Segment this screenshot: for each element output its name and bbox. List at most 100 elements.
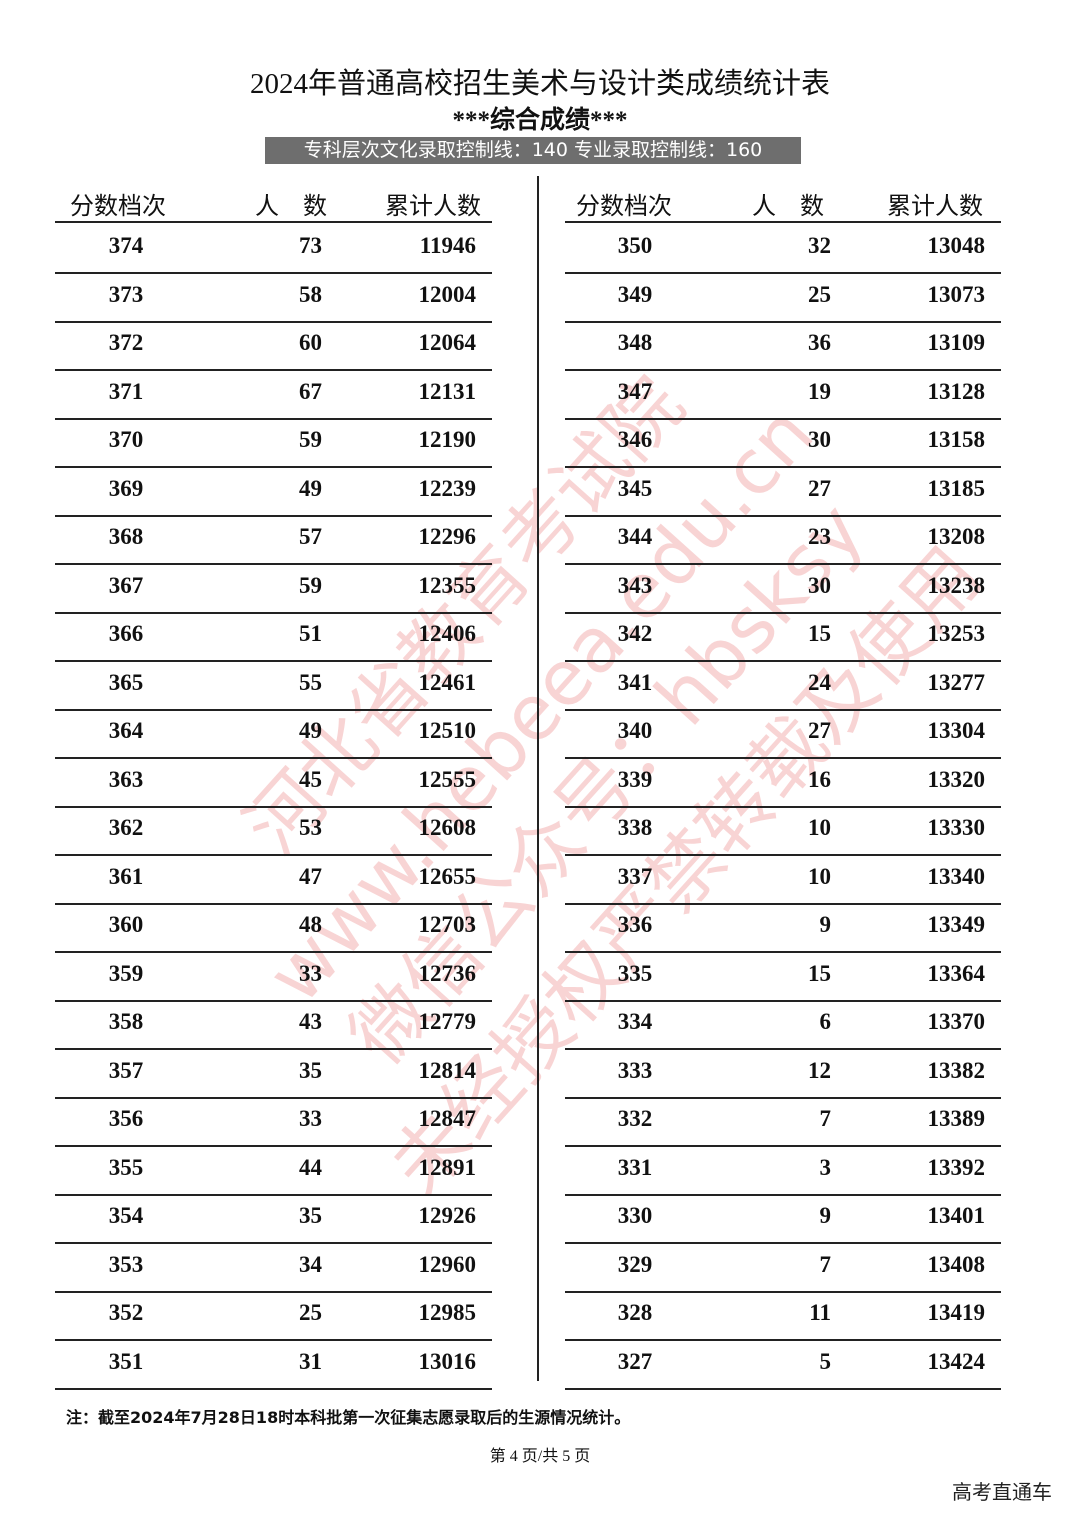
row-rule bbox=[565, 1096, 1001, 1099]
table-cell: 12779 bbox=[418, 1009, 477, 1034]
table-cell: 365 bbox=[108, 669, 144, 695]
table-cell: 13208 bbox=[927, 524, 986, 549]
table-cell: 13304 bbox=[927, 718, 986, 743]
table-cell: 343 bbox=[617, 572, 653, 598]
table-cell: 13389 bbox=[927, 1106, 986, 1131]
row-rule bbox=[565, 951, 1001, 953]
table-cell: 44 bbox=[299, 1154, 322, 1180]
table-cell: 12655 bbox=[418, 863, 477, 889]
table-cell: 356 bbox=[108, 1106, 144, 1131]
table-cell: 348 bbox=[617, 330, 653, 355]
table-cell: 6 bbox=[819, 1009, 832, 1034]
row-rule bbox=[565, 563, 1001, 565]
table-cell: 13109 bbox=[927, 330, 986, 355]
table-cell: 346 bbox=[617, 427, 653, 452]
column-header: 累计人数 bbox=[887, 192, 983, 220]
row-rule bbox=[55, 1096, 492, 1099]
row-rule bbox=[565, 757, 1001, 759]
table-cell: 360 bbox=[108, 912, 144, 937]
table-cell: 361 bbox=[108, 863, 144, 889]
table-cell: 13382 bbox=[927, 1057, 986, 1083]
table-cell: 33 bbox=[299, 1106, 322, 1131]
table-cell: 11946 bbox=[419, 233, 476, 258]
table-cell: 27 bbox=[808, 718, 831, 743]
row-rule bbox=[55, 902, 492, 905]
table-cell: 339 bbox=[617, 766, 653, 792]
table-cell: 340 bbox=[617, 718, 653, 743]
row-rule bbox=[55, 1387, 492, 1390]
table-cell: 12736 bbox=[418, 960, 477, 986]
title: 2024年普通高校招生美术与设计类成绩统计表 bbox=[249, 68, 830, 100]
table-cell: 12985 bbox=[418, 1300, 477, 1325]
table-cell: 335 bbox=[617, 960, 653, 986]
column-header: 累计人数 bbox=[385, 192, 481, 220]
row-rule bbox=[565, 854, 1001, 856]
table-cell: 350 bbox=[617, 233, 653, 258]
table-cell: 15 bbox=[808, 960, 831, 986]
table-cell: 13253 bbox=[927, 621, 986, 646]
table-cell: 19 bbox=[808, 378, 831, 404]
page-number: 第 4 页/共 5 页 bbox=[489, 1448, 591, 1465]
table-cell: 55 bbox=[299, 669, 322, 695]
table-cell: 12510 bbox=[418, 718, 477, 743]
row-rule bbox=[55, 708, 492, 711]
row-rule bbox=[55, 1048, 492, 1050]
table-cell: 13048 bbox=[927, 233, 986, 258]
table-cell: 353 bbox=[108, 1251, 144, 1277]
column-header: 分数档次 bbox=[576, 192, 672, 220]
table-cell: 12847 bbox=[418, 1106, 477, 1131]
row-rule bbox=[565, 805, 1001, 808]
table-cell: 12004 bbox=[418, 281, 477, 307]
row-rule bbox=[565, 660, 1001, 662]
corner-label: 高考直通车 bbox=[952, 1480, 1052, 1504]
table-cell: 13016 bbox=[418, 1348, 477, 1374]
divider bbox=[537, 176, 539, 1381]
table-cell: 53 bbox=[299, 815, 322, 840]
table-cell: 349 bbox=[617, 281, 653, 307]
table-cell: 352 bbox=[108, 1300, 144, 1325]
table-cell: 12355 bbox=[418, 572, 477, 598]
table-cell: 12461 bbox=[418, 669, 477, 695]
table-cell: 25 bbox=[299, 1300, 322, 1325]
table-cell: 73 bbox=[299, 233, 322, 258]
table-cell: 367 bbox=[108, 572, 144, 598]
row-rule bbox=[565, 417, 1001, 420]
table-cell: 374 bbox=[108, 233, 144, 258]
table-cell: 13330 bbox=[927, 815, 986, 840]
table-cell: 36 bbox=[808, 330, 831, 355]
row-rule bbox=[565, 1387, 1001, 1390]
row-rule bbox=[55, 320, 492, 323]
footnote: 注：截至2024年7月28日18时本科批第一次征集志愿录取后的生源情况统计。 bbox=[66, 1408, 631, 1427]
table-cell: 328 bbox=[617, 1300, 653, 1325]
table-cell: 58 bbox=[299, 281, 322, 307]
table-cell: 354 bbox=[108, 1203, 144, 1228]
row-rule bbox=[565, 320, 1001, 323]
table-cell: 13340 bbox=[927, 863, 986, 889]
table-cell: 13424 bbox=[927, 1348, 986, 1374]
table-cell: 369 bbox=[108, 475, 144, 501]
table-cell: 329 bbox=[617, 1251, 653, 1277]
table-cell: 12891 bbox=[418, 1154, 477, 1180]
table-cell: 16 bbox=[808, 766, 831, 792]
column-header: 人 数 bbox=[752, 192, 824, 220]
table-cell: 13320 bbox=[927, 766, 986, 792]
table-cell: 25 bbox=[808, 281, 831, 307]
table-cell: 13185 bbox=[927, 475, 986, 501]
row-rule bbox=[565, 514, 1001, 517]
table-cell: 12703 bbox=[418, 912, 477, 937]
table-cell: 10 bbox=[808, 815, 831, 840]
table-cell: 24 bbox=[808, 669, 831, 695]
row-rule bbox=[55, 514, 492, 517]
table-cell: 13370 bbox=[927, 1009, 986, 1034]
table-cell: 27 bbox=[808, 475, 831, 501]
table-cell: 12296 bbox=[418, 524, 477, 549]
column-header: 人 数 bbox=[255, 192, 327, 220]
row-rule bbox=[565, 1290, 1001, 1293]
table-cell: 13128 bbox=[927, 378, 986, 404]
row-rule bbox=[565, 272, 1001, 274]
row-rule bbox=[55, 660, 492, 662]
table-cell: 51 bbox=[299, 621, 322, 646]
table-cell: 9 bbox=[819, 912, 832, 937]
table-cell: 12064 bbox=[418, 330, 477, 355]
